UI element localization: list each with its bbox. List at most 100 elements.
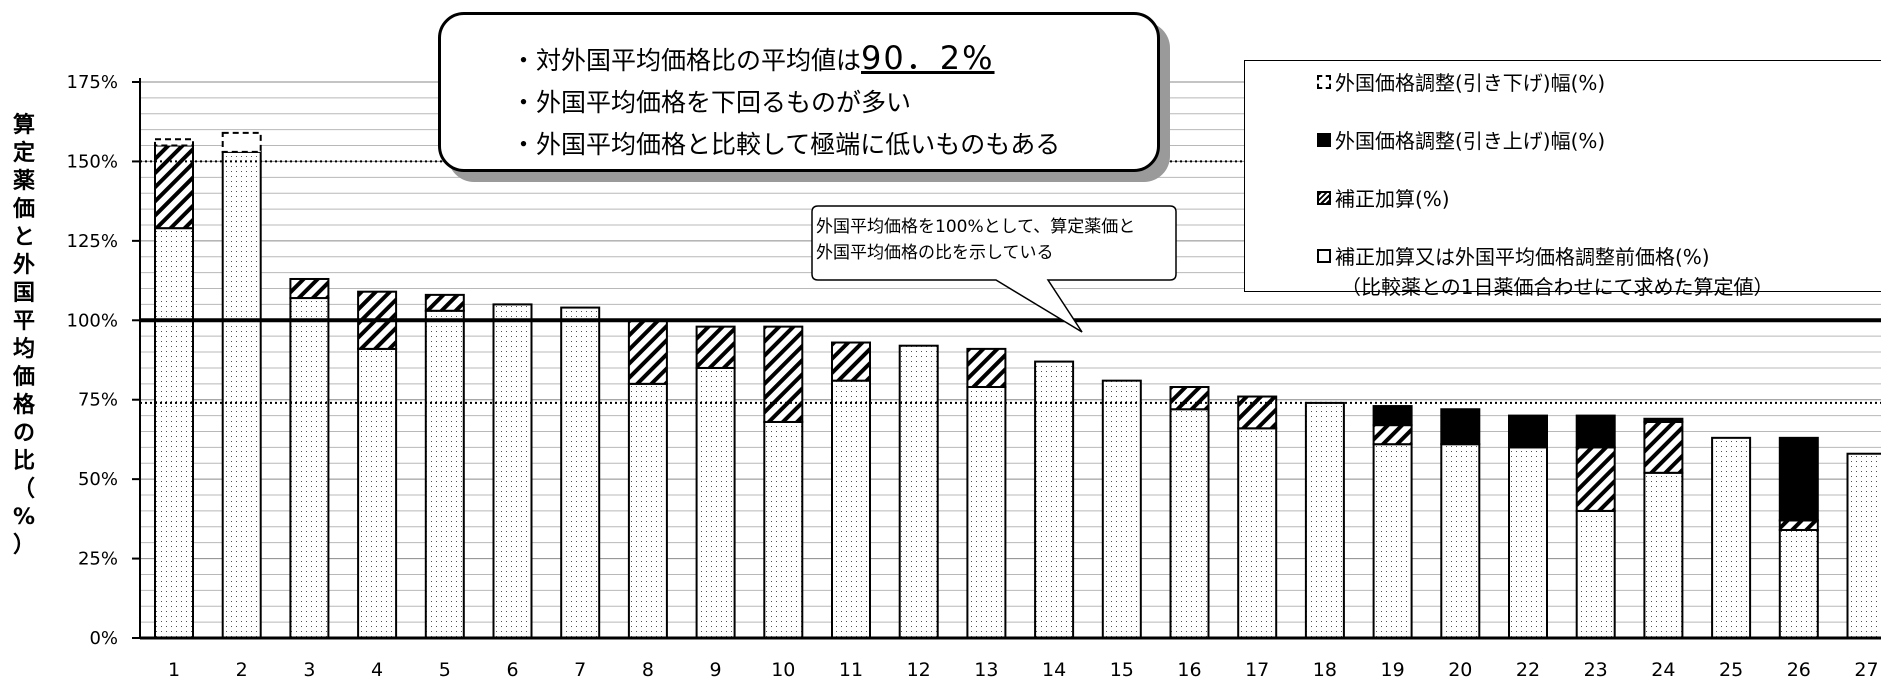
legend-item-price-up: 外国価格調整(引き上げ)幅(%)	[1317, 125, 1605, 154]
bar-segment-dotted	[627, 382, 668, 640]
x-tick-label: 2	[236, 659, 248, 681]
y-axis-label-char: （	[12, 477, 35, 502]
bar-segment-hatched	[763, 325, 804, 423]
dashed-box-icon	[1317, 74, 1331, 89]
bar-segment-dotted	[1169, 408, 1210, 640]
y-axis-label-char: 薬	[12, 169, 35, 194]
y-axis-label-char: 平	[12, 309, 35, 334]
y-axis-label-char: 国	[12, 281, 35, 306]
legend: 外国価格調整(引き下げ)幅(%) 外国価格調整(引き上げ)幅(%) 補正加算(%…	[1244, 60, 1881, 299]
legend-note: （比較薬との1日薬価合わせにて求めた算定値）	[1341, 275, 1774, 299]
bar-segment-hatched	[1169, 386, 1210, 411]
bar-segment-hatched	[831, 341, 871, 382]
y-tick-label: 100%	[67, 310, 118, 331]
tick-labels: 0%25%50%75%100%125%150%175%1 2 3 4 5 6 7 8 9 10 11…	[67, 72, 1879, 681]
x-tick-label: 23	[1584, 659, 1608, 681]
bar-segment-hatched	[695, 325, 736, 369]
y-axis-label-char: 価	[12, 197, 35, 222]
legend-item-correction: 補正加算(%)	[1317, 183, 1450, 212]
bar-segment-hatched	[1643, 420, 1684, 474]
y-axis-label: 算定 薬価 と外 国平 均価 格の 比（ %）	[4, 112, 44, 560]
y-axis-label-char: 定	[12, 141, 35, 166]
solid-box-icon	[1317, 132, 1331, 147]
y-tick-label: 175%	[67, 72, 118, 93]
bar-segment-dashed	[221, 131, 262, 153]
x-tick-label: 16	[1177, 659, 1201, 681]
summary-callout: ・対外国平均価格比の平均値は90．2% ・外国平均価格を下回るものが多い ・外国…	[438, 12, 1160, 172]
speech-bubble-text: 外国平均価格を100%として、算定薬価と 外国平均価格の比を示している	[816, 217, 1136, 263]
bar-segment-solid	[1440, 408, 1481, 446]
bar-segment-dotted	[898, 344, 939, 639]
x-tick-label: 4	[371, 659, 383, 681]
x-tick-label: 13	[974, 659, 998, 681]
bar-segment-dotted	[1304, 401, 1345, 639]
bar-segment-dotted	[424, 309, 465, 639]
x-tick-label: 15	[1110, 659, 1134, 681]
bar-segment-dotted	[1034, 360, 1075, 639]
y-tick-label: 125%	[67, 231, 118, 252]
y-axis-label-char: 比	[12, 449, 35, 474]
y-axis-label-char: と	[12, 225, 35, 250]
bar-segment-dotted	[695, 366, 736, 639]
bar-segment-dotted	[1575, 509, 1616, 639]
x-tick-label: 3	[303, 659, 315, 681]
y-axis-label-char: の	[12, 421, 35, 446]
axes	[132, 78, 1881, 640]
x-tick-label: 1	[168, 659, 180, 681]
x-tick-label: 5	[439, 659, 451, 681]
average-value: 90．2%	[861, 39, 995, 77]
legend-item-base-price: 補正加算又は外国平均価格調整前価格(%)	[1317, 241, 1710, 270]
x-tick-label: 8	[642, 659, 654, 681]
x-tick-label: 7	[574, 659, 586, 681]
x-tick-label: 17	[1245, 659, 1269, 681]
bar-segment-hatched	[1237, 395, 1278, 430]
callout-line-extreme: ・外国平均価格と比較して極端に低いものもある	[511, 130, 1061, 159]
bar-segment-dotted	[221, 150, 262, 639]
bar-segment-dotted	[763, 420, 804, 639]
bar-segment-hatched	[627, 319, 668, 385]
y-tick-label: 0%	[89, 628, 118, 649]
x-tick-label: 25	[1719, 659, 1743, 681]
bar-segment-dotted	[1101, 379, 1142, 639]
x-tick-label: 14	[1042, 659, 1066, 681]
bar-segment-dotted	[1778, 528, 1819, 640]
bar-segment-solid	[1643, 417, 1684, 423]
y-axis-label-char: 価	[12, 365, 35, 390]
y-axis-label-char: ）	[12, 533, 35, 558]
open-box-icon	[1317, 248, 1331, 263]
bar-segment-dotted	[560, 306, 601, 639]
x-tick-label: 20	[1448, 659, 1472, 681]
bar-segment-dotted	[831, 379, 871, 639]
bar-segment-solid	[1372, 405, 1413, 427]
bar-segment-dotted	[1846, 452, 1881, 639]
x-tick-label: 26	[1787, 659, 1811, 681]
y-tick-label: 150%	[67, 151, 118, 172]
x-tick-label: 10	[771, 659, 795, 681]
bar-segment-dotted	[357, 347, 398, 639]
x-tick-label: 11	[839, 659, 863, 681]
y-axis-label-char: 算	[12, 113, 35, 138]
bar-segment-solid	[1508, 414, 1548, 449]
bar-segment-dotted	[966, 386, 1007, 639]
bar-segment-hatched	[154, 144, 194, 230]
hatched-box-icon	[1317, 190, 1331, 205]
bar-segment-hatched	[1778, 519, 1819, 531]
bar-segment-dashed	[154, 138, 194, 147]
bar-segment-dotted	[1508, 446, 1548, 639]
x-tick-label: 22	[1516, 659, 1540, 681]
bar-segment-hatched	[1372, 424, 1413, 446]
bar-segment-hatched	[966, 347, 1007, 389]
bar-segment-dotted	[1643, 471, 1684, 639]
x-tick-label: 6	[506, 659, 518, 681]
y-tick-label: 75%	[78, 390, 118, 411]
bar-segment-dotted	[289, 297, 330, 639]
y-tick-label: 25%	[78, 549, 118, 570]
x-tick-label: 24	[1651, 659, 1675, 681]
legend-item-price-down: 外国価格調整(引き下げ)幅(%)	[1317, 67, 1605, 96]
bar-segment-solid	[1778, 436, 1819, 522]
callout-line-below: ・外国平均価格を下回るものが多い	[511, 88, 912, 117]
bar-segment-dotted	[1237, 427, 1278, 639]
x-tick-label: 19	[1381, 659, 1405, 681]
bar-segment-dotted	[492, 303, 533, 639]
bar-segment-dotted	[1440, 443, 1481, 639]
